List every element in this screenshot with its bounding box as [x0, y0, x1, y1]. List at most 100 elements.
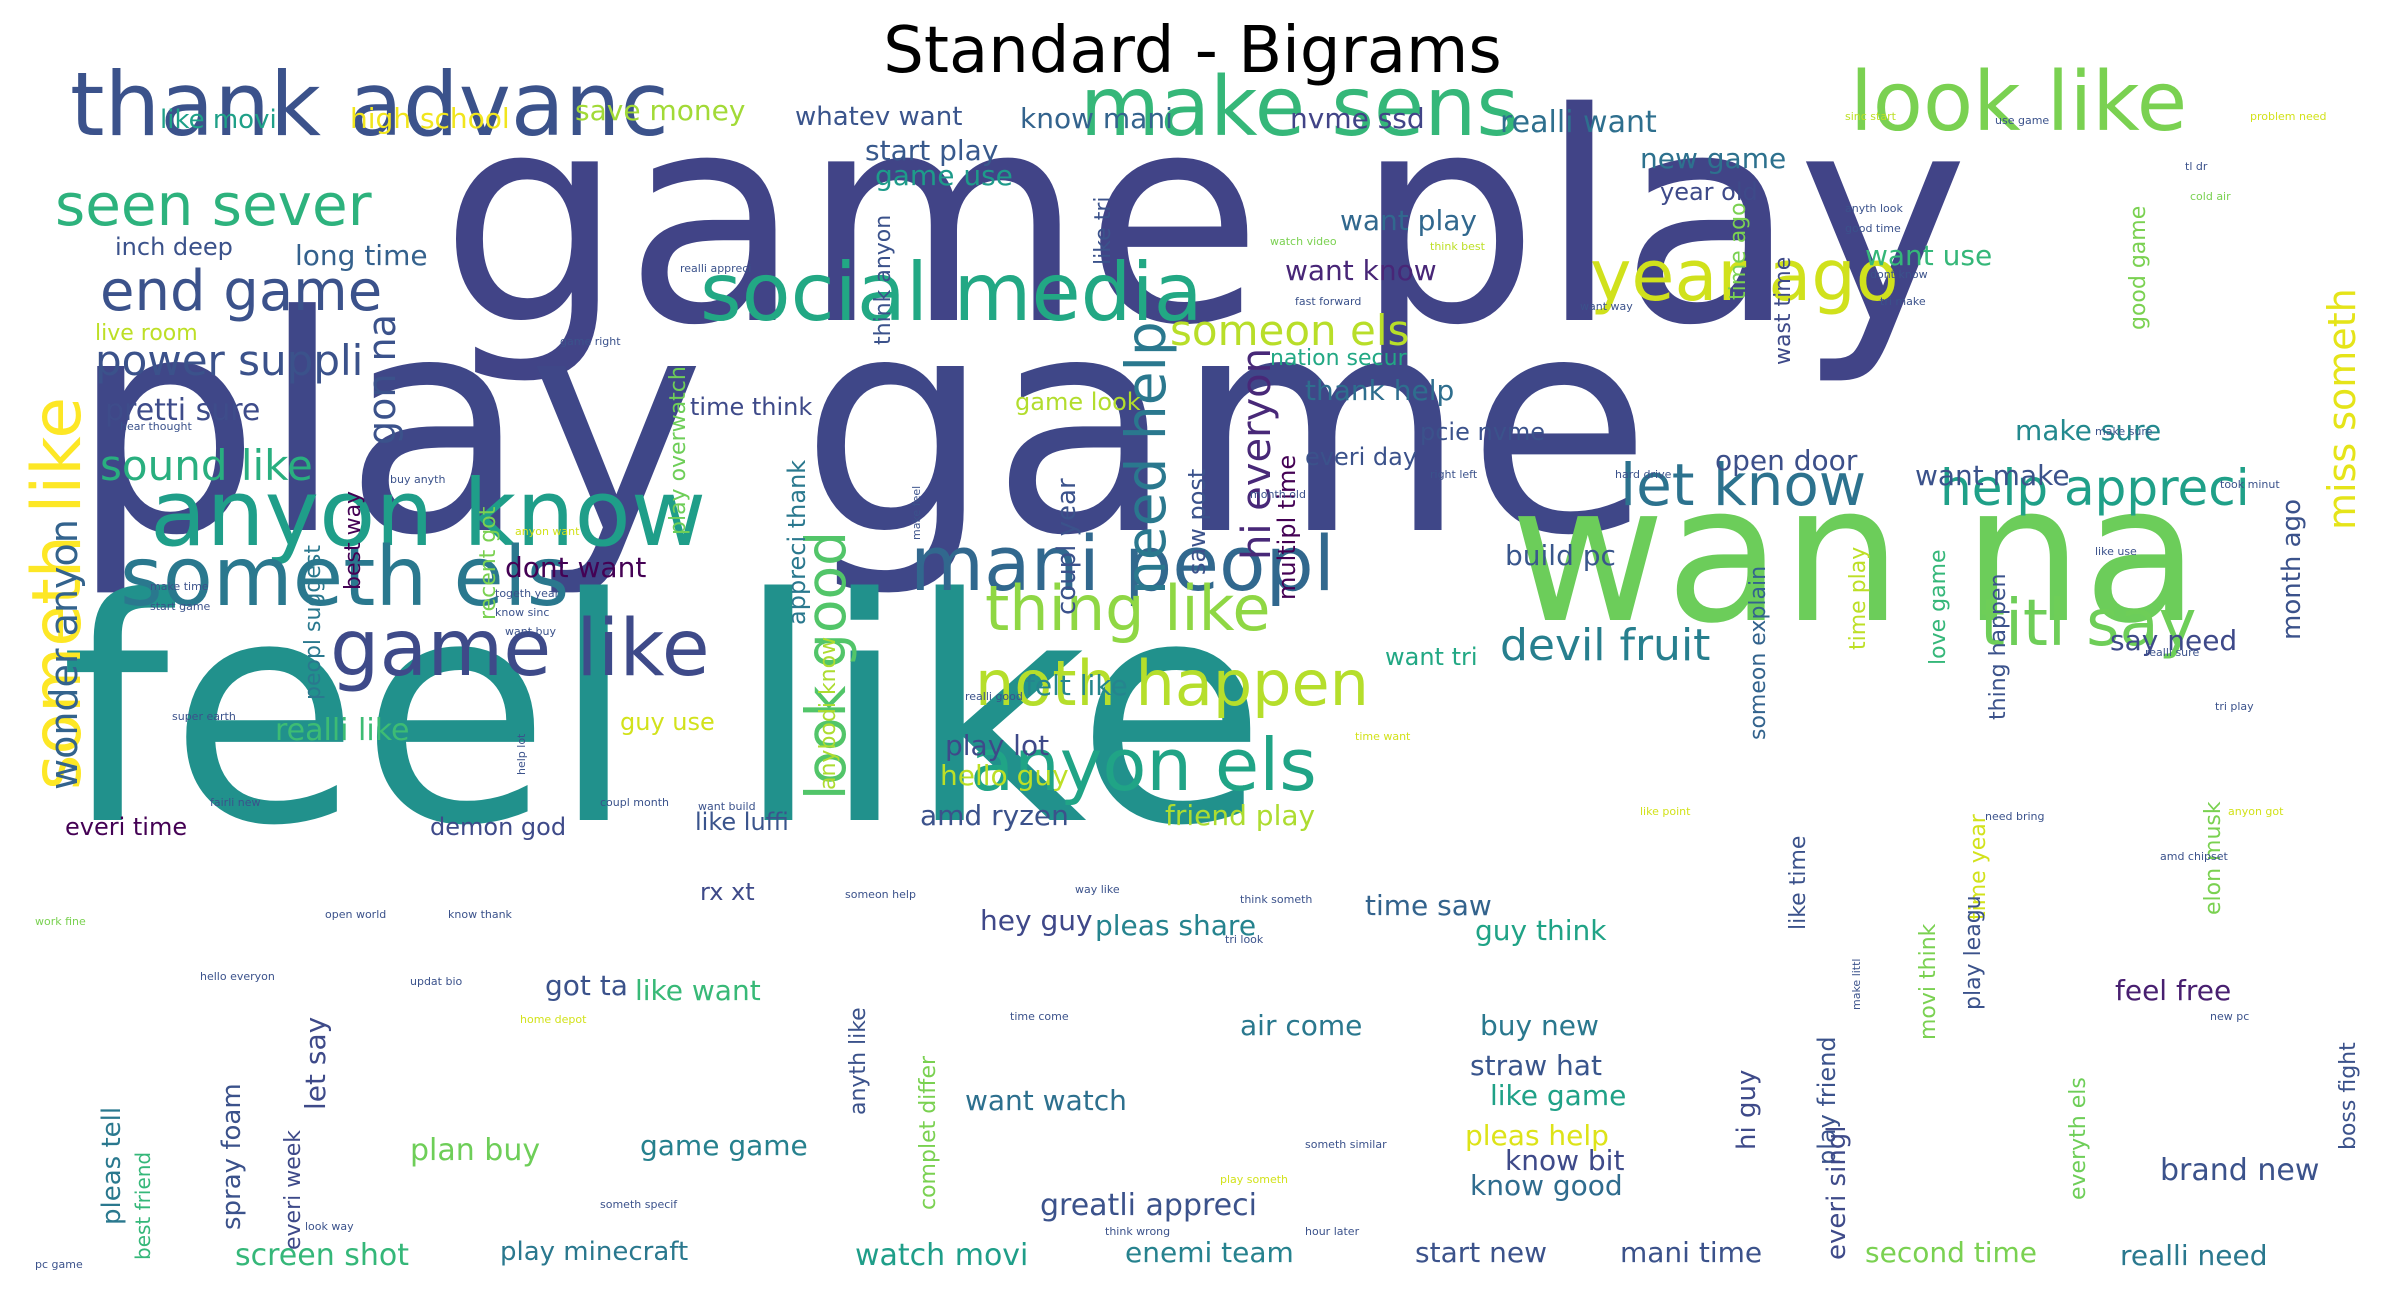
chart-title: Standard - Bigrams: [883, 14, 1502, 88]
word-love-game: love game: [1926, 549, 1951, 665]
word-realli-appreci: realli appreci: [680, 262, 751, 275]
word-like-want: like want: [635, 974, 761, 1007]
word-anyon-know: anyon know: [150, 460, 706, 567]
word-like-time: like time: [1786, 836, 1811, 930]
word-game-like: game like: [330, 604, 710, 694]
word-anyon-want: anyon want: [515, 525, 580, 538]
word-noth-happen: noth happen: [975, 647, 1369, 720]
word-thank-advanc: thank advanc: [70, 53, 669, 156]
word-wast-time: wast time: [1771, 257, 1796, 365]
word-took-minut: took minut: [2220, 478, 2280, 491]
word-new-game: new game: [1640, 142, 1786, 175]
word-anybodi-know: anybodi know: [816, 637, 841, 790]
word-amd-chipset: amd chipset: [2160, 850, 2228, 863]
word-want-use: want use: [1865, 239, 1992, 272]
word-gon-na: gon na: [360, 314, 404, 445]
word-titl-say: titl say: [1980, 587, 2197, 661]
word-coupl-month: coupl month: [600, 796, 669, 809]
word-need-help: need help: [1114, 321, 1178, 595]
word-complet-differ: complet differ: [916, 1055, 941, 1210]
word-year-old: year old: [1660, 178, 1758, 206]
word-cold-air: cold air: [2190, 190, 2231, 203]
word-realli-need: realli need: [2120, 1239, 2268, 1272]
word-fairli-new: fairli new: [210, 796, 261, 809]
word-everi-week: everi week: [281, 1130, 306, 1250]
word-like-game: like game: [1490, 1079, 1626, 1112]
word-make-feel: make feel: [910, 486, 923, 540]
word-like-luffi: like luffi: [695, 808, 789, 836]
word-amd-ryzen: amd ryzen: [920, 799, 1069, 832]
word-think-someth: think someth: [1240, 893, 1312, 906]
word-help-lot: help lot: [515, 733, 528, 775]
word-boss-fight: boss fight: [2336, 1042, 2361, 1150]
word-like-tri: like tri: [1091, 197, 1116, 266]
word-new-pc: new pc: [2210, 1010, 2249, 1023]
word-everyth-els: everyth els: [2066, 1077, 2091, 1200]
word-want-buy: want buy: [505, 625, 556, 638]
word-movi-think: movi think: [1916, 923, 1941, 1040]
word-seen-sever: seen sever: [55, 171, 372, 239]
word-build-pc: build pc: [1505, 539, 1616, 572]
word-way-like: way like: [1075, 883, 1120, 896]
word-game-look: game look: [1015, 388, 1141, 416]
word-start-new: start new: [1415, 1236, 1547, 1269]
word-whatev-want: whatev want: [795, 102, 962, 132]
word-make-time: make time: [150, 580, 209, 593]
word-pc-game: pc game: [35, 1258, 83, 1271]
word-want-know: want know: [1285, 254, 1437, 287]
word-brand-new: brand new: [2160, 1153, 2319, 1188]
word-tri-look: tri look: [1225, 933, 1264, 946]
word-let-know: let know: [1620, 451, 1866, 519]
word-someth-specif: someth specif: [600, 1198, 678, 1211]
word-make-sens: make sens: [1080, 60, 1519, 155]
word-buy-new: buy new: [1480, 1009, 1599, 1042]
word-dont-know: dont know: [1870, 268, 1928, 281]
word-sinc-start: sinc start: [1845, 110, 1897, 123]
word-someth-els: someth els: [120, 530, 569, 625]
word-play-minecraft: play minecraft: [500, 1237, 688, 1267]
word-realli-sure: realli sure: [2145, 646, 2199, 659]
word-best-way: best way: [341, 491, 366, 590]
word-someth-similar: someth similar: [1305, 1138, 1387, 1151]
word-someon-help: someon help: [845, 888, 916, 901]
word-long-time: long time: [295, 239, 428, 272]
word-know-thank: know thank: [448, 908, 513, 921]
word-demon-god: demon god: [430, 813, 566, 841]
word-want-play: want play: [1340, 204, 1477, 237]
word-help-appreci: help appreci: [1940, 459, 2250, 517]
word-togeth-year: togeth year: [495, 587, 560, 600]
word-think-wrong: think wrong: [1105, 1225, 1170, 1238]
word-mani-time: mani time: [1620, 1236, 1762, 1269]
word-someth-like: someth like: [18, 397, 97, 790]
word-peopl-suggest: peopl suggest: [301, 545, 326, 700]
word-month-ago: month ago: [2277, 499, 2307, 640]
word-wonder-anyon: wonder anyon: [42, 519, 86, 790]
word-problem-need: problem need: [2250, 110, 2327, 123]
word-realli-like: realli like: [275, 713, 410, 748]
word-second-time: second time: [1865, 1236, 2037, 1269]
word-like-use: like use: [2095, 545, 2137, 558]
word-super-earth: super earth: [172, 710, 236, 723]
word-pcie-nvme: pcie nvme: [1420, 418, 1545, 446]
word-everi-singl: everi singl: [1822, 1125, 1852, 1260]
word-guy-use: guy use: [620, 708, 715, 736]
word-look-like: look like: [1850, 55, 2187, 150]
word-time-think: time think: [690, 393, 812, 421]
word-straw-hat: straw hat: [1470, 1049, 1602, 1082]
word-anyon-els: anyon els: [970, 723, 1317, 807]
word-pleas-tell: pleas tell: [97, 1107, 127, 1225]
word-end-game: end game: [100, 259, 382, 324]
word-good-game: good game: [2126, 206, 2151, 330]
word-think-anyon: think anyon: [871, 215, 896, 345]
word-sound-like: sound like: [100, 441, 313, 490]
word-like-movi: like movi: [160, 105, 277, 135]
word-pretti-sure: pretti sure: [105, 393, 260, 428]
word-play-lot: play lot: [945, 729, 1049, 762]
word-open-world: open world: [325, 908, 386, 921]
word-fast-forward: fast forward: [1295, 295, 1361, 308]
word-buy-anyth: buy anyth: [390, 473, 445, 486]
word-want-watch: want watch: [965, 1084, 1127, 1117]
word-tl-dr: tl dr: [2185, 160, 2208, 173]
word-game-game: game game: [640, 1129, 808, 1162]
